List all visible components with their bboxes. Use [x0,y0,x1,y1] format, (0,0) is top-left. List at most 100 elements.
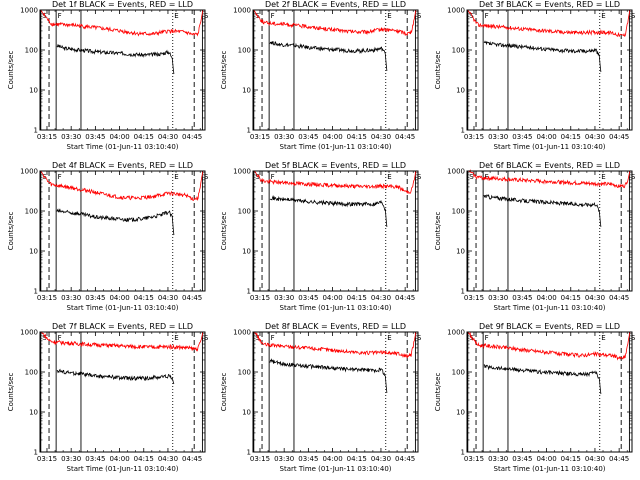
y-tick-label: 1 [34,449,38,457]
y-tick-label: 1000 [447,7,465,15]
marker-label: F [485,334,489,342]
x-tick-label: 03:15 [464,133,484,141]
x-tick-label: 04:15 [134,133,154,141]
marker-label: F [58,173,62,181]
x-tick-label: 04:45 [182,133,202,141]
panel-title: Det 9f BLACK = Events, RED = LLD [479,322,620,331]
x-tick-label: 04:45 [182,294,202,302]
series-lld-line [40,9,204,37]
marker-label: S [204,173,209,181]
series-events-line [56,208,175,236]
x-tick-label: 03:15 [464,294,484,302]
x-axis-label: Start Time (01-Jun-11 03:10:40) [280,143,392,151]
detector-panel-2: Det 2f BLACK = Events, RED = LLD Counts/s… [220,0,422,151]
panel-title: Det 1f BLACK = Events, RED = LLD [52,0,193,9]
y-tick-label: 10 [456,409,465,417]
marker-label: F [58,334,62,342]
x-axis-label: Start Time (01-Jun-11 03:10:40) [67,143,179,151]
y-tick-label: 1 [461,449,465,457]
x-tick-label: 03:30 [274,455,294,463]
series-lld-line [40,170,204,202]
y-tick-label: 1 [247,127,251,135]
x-axis-label: Start Time (01-Jun-11 03:10:40) [67,304,179,312]
detector-panel-5: Det 5f BLACK = Events, RED = LLD Counts/s… [220,161,422,312]
x-tick-label: 04:00 [536,133,556,141]
marker-label: E [601,173,605,181]
x-tick-label: 04:30 [158,455,178,463]
y-tick-label: 1 [34,127,38,135]
plot-frame [466,331,633,453]
y-tick-label: 100 [452,208,465,216]
series-events-line [269,194,388,227]
y-tick-label: 1000 [20,7,38,15]
y-axis-label: Counts/sec [220,51,228,90]
marker-label: S [417,334,422,342]
x-axis-label: Start Time (01-Jun-11 03:10:40) [280,304,392,312]
series-lld-line [467,331,631,361]
detector-panel-3: Det 3f BLACK = Events, RED = LLD Counts/s… [434,0,636,151]
x-tick-label: 03:45 [298,294,318,302]
x-tick-label: 04:45 [395,133,415,141]
y-tick-label: 1000 [20,168,38,176]
x-tick-label: 03:15 [250,455,270,463]
marker-label: E [174,334,178,342]
detector-panel-7: Det 7f BLACK = Events, RED = LLD Counts/s… [7,322,209,473]
marker-label: E [387,12,391,20]
panel-title: Det 3f BLACK = Events, RED = LLD [479,0,620,9]
series-events-line [483,40,602,73]
marker-label: S [631,12,636,20]
y-tick-label: 1000 [233,7,251,15]
marker-label: E [387,173,391,181]
x-tick-label: 03:30 [61,455,81,463]
panel-title: Det 7f BLACK = Events, RED = LLD [52,322,193,331]
y-tick-label: 100 [25,369,38,377]
marker-label: S [204,12,209,20]
marker-label: E [174,173,178,181]
x-tick-label: 04:00 [109,133,129,141]
y-tick-label: 100 [452,47,465,55]
y-tick-label: 10 [456,248,465,256]
series-events-line [56,368,175,385]
x-tick-label: 03:30 [61,294,81,302]
series-events-line [483,194,602,227]
y-axis-label: Counts/sec [220,212,228,251]
series-events-line [483,364,602,395]
marker-label: S [469,173,474,181]
y-axis-label: Counts/sec [434,212,442,251]
marker-label: E [174,12,178,20]
series-lld-line [253,331,417,359]
x-tick-label: 04:15 [561,133,581,141]
x-tick-label: 03:15 [250,294,270,302]
marker-label: E [601,12,605,20]
y-tick-label: 1000 [20,329,38,337]
y-tick-label: 100 [238,369,251,377]
series-lld-line [253,170,417,195]
x-tick-label: 04:30 [585,455,605,463]
x-tick-label: 03:45 [298,455,318,463]
x-axis-label: Start Time (01-Jun-11 03:10:40) [67,465,179,473]
y-tick-label: 100 [238,47,251,55]
y-tick-label: 1 [247,449,251,457]
x-tick-label: 04:45 [609,455,629,463]
x-tick-label: 03:45 [512,133,532,141]
y-tick-label: 1 [34,288,38,296]
x-tick-label: 03:45 [512,455,532,463]
y-tick-label: 1000 [233,168,251,176]
marker-label: F [271,173,275,181]
x-tick-label: 04:30 [158,294,178,302]
y-tick-label: 10 [29,409,38,417]
y-axis-label: Counts/sec [7,373,15,412]
plot-frame [39,170,206,292]
x-tick-label: 04:00 [109,455,129,463]
x-tick-label: 04:45 [395,294,415,302]
y-tick-label: 10 [29,87,38,95]
x-tick-label: 03:30 [274,133,294,141]
series-lld-line [253,9,417,37]
y-tick-label: 10 [242,409,251,417]
detector-panel-1: Det 1f BLACK = Events, RED = LLD Counts/s… [7,0,209,151]
marker-label: S [204,334,209,342]
y-tick-label: 10 [242,248,251,256]
x-tick-label: 03:45 [85,455,105,463]
panel-title: Det 2f BLACK = Events, RED = LLD [265,0,406,9]
